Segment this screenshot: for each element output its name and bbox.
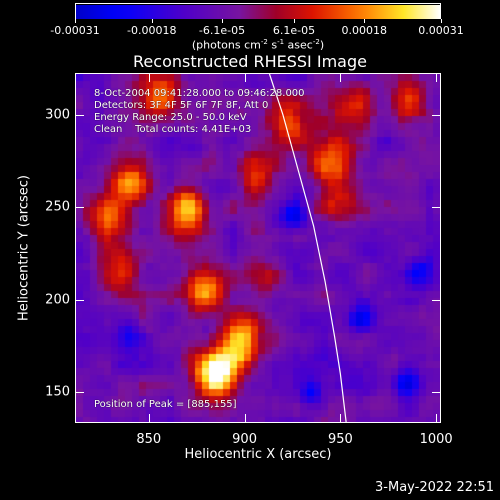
colorbar-tick-label: 0.00031 [418,24,464,37]
x-tick-top [340,74,342,82]
x-tick-label: 1000 [419,432,453,447]
y-tick [76,114,84,116]
colorbar-tick-label: 6.1e-05 [272,24,316,37]
y-tick-right [432,114,440,116]
x-tick [340,414,342,422]
colorbar-gradient [76,5,440,19]
annotation-detectors: Detectors: 3F 4F 5F 6F 7F 8F, Att 0 [94,100,269,111]
colorbar-tick [364,19,366,23]
colorbar-tick [294,19,295,23]
x-tick-label: 950 [327,432,353,447]
y-tick [76,392,84,394]
colorbar [75,3,441,19]
colorbar-tick [441,19,442,23]
y-tick-right [432,392,440,394]
annotation-energy: Energy Range: 25.0 - 50.0 keV [94,112,247,123]
y-tick-right [432,207,440,209]
colorbar-tick-label: -6.1e-05 [198,24,246,37]
annotation-peak: Position of Peak = [885,155] [94,399,237,410]
image-heatmap [76,74,440,422]
x-tick-top [244,74,246,82]
colorbar-tick-label: -0.00031 [50,24,100,37]
x-tick [436,414,438,422]
colorbar-tick-label: -0.00018 [127,24,177,37]
y-axis-label: Heliocentric Y (arcsec) [16,175,32,321]
chart-title: Reconstructed RHESSI Image [133,52,367,71]
limb-path [268,74,347,422]
x-tick-label: 850 [136,432,162,447]
y-tick-right [432,299,440,301]
colorbar-tick-label: 0.00018 [341,24,388,37]
y-tick [76,299,84,301]
x-tick-label: 900 [232,432,257,447]
y-tick-label: 250 [45,199,70,215]
timestamp: 3-May-2022 22:51 [375,480,494,495]
colorbar-tick [75,19,76,23]
colorbar-units: (photons cm-2 s-1 asec-2) [191,38,325,52]
annotation-clean: Clean Total counts: 4.41E+03 [94,124,252,135]
x-axis-label: Heliocentric X (arcsec) [184,447,332,462]
y-tick [76,207,84,209]
colorbar-tick [221,19,223,23]
x-tick [148,414,150,422]
colorbar-fill [76,5,440,19]
y-tick-label: 150 [45,384,70,400]
colorbar-tick [151,19,153,23]
y-tick-label: 200 [45,292,70,308]
solar-limb-line [268,74,347,422]
y-tick-label: 300 [45,107,70,123]
plot-area: 8-Oct-2004 09:41:28.000 to 09:46:28.000 … [75,73,441,423]
x-tick-top [436,74,438,82]
annotation-time-range: 8-Oct-2004 09:41:28.000 to 09:46:28.000 [94,88,305,99]
x-tick [244,414,246,422]
x-tick-top [148,74,150,82]
